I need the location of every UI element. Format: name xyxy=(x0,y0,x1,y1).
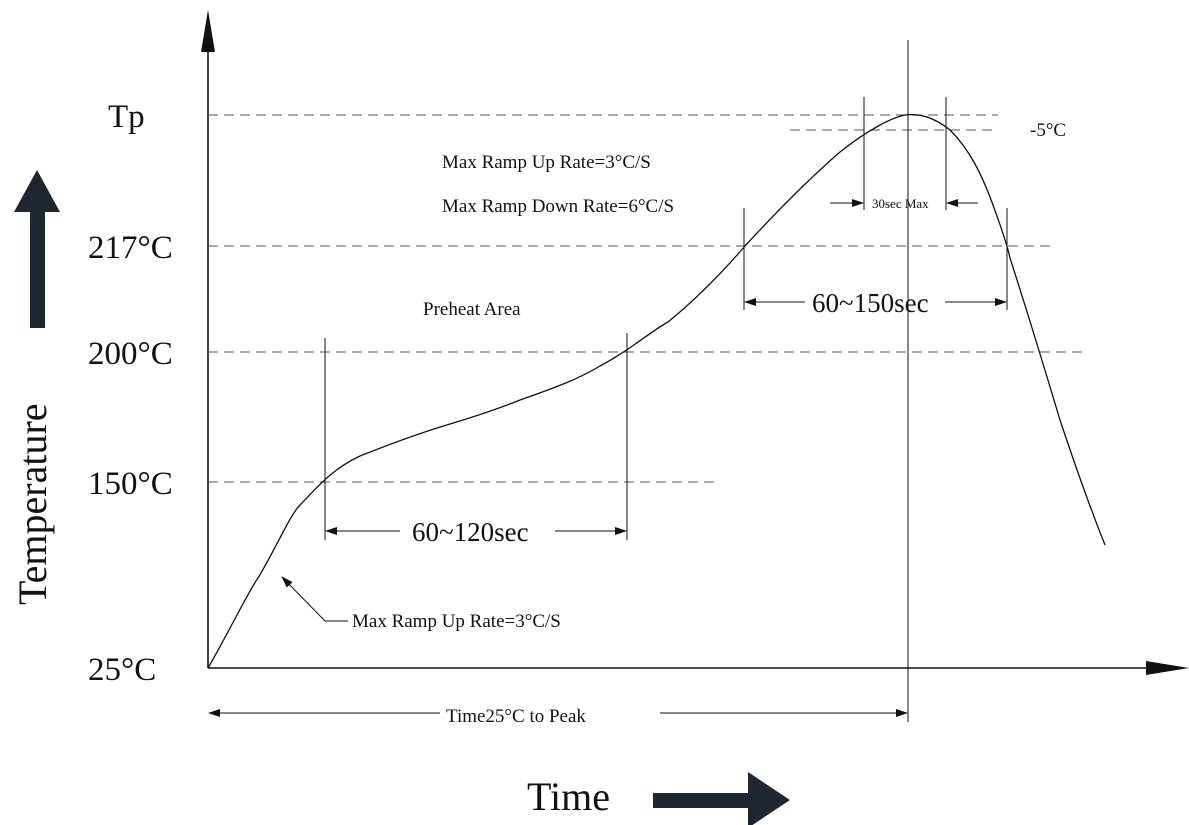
time-to-peak-label: Time25°C to Peak xyxy=(446,706,586,727)
x-axis-title: Time xyxy=(527,774,610,819)
ramp-up-leader-line xyxy=(281,576,348,622)
dimension-arrows xyxy=(208,199,1007,717)
minus5-label: -5°C xyxy=(1030,120,1066,141)
ramp-down-note: Max Ramp Down Rate=6°C/S xyxy=(442,196,674,217)
extension-lines xyxy=(324,40,1008,722)
ramp-up-bottom-label: Max Ramp Up Rate=3°C/S xyxy=(352,611,561,632)
y-label-217: 217°C xyxy=(88,230,173,266)
y-label-200: 200°C xyxy=(88,336,173,372)
reflow-profile-curve xyxy=(207,113,1106,669)
ramp-up-note: Max Ramp Up Rate=3°C/S xyxy=(442,152,651,173)
time-right-arrow-icon xyxy=(653,772,790,825)
y-axis-arrowhead-icon xyxy=(201,10,215,52)
peak-window-label: 30sec Max xyxy=(872,196,929,211)
axes xyxy=(201,10,1189,675)
preheat-area-label: Preheat Area xyxy=(423,299,521,320)
reference-lines xyxy=(208,114,1082,483)
y-label-150: 150°C xyxy=(88,466,173,502)
y-label-25: 25°C xyxy=(88,652,156,688)
x-axis-arrowhead-icon xyxy=(1146,661,1189,675)
y-axis-title: Temperature xyxy=(10,403,55,605)
temperature-up-arrow-icon xyxy=(14,170,60,328)
preheat-duration-label: 60~120sec xyxy=(412,517,529,547)
above217-duration-label: 60~150sec xyxy=(812,288,929,318)
y-label-tp: Tp xyxy=(108,99,145,135)
